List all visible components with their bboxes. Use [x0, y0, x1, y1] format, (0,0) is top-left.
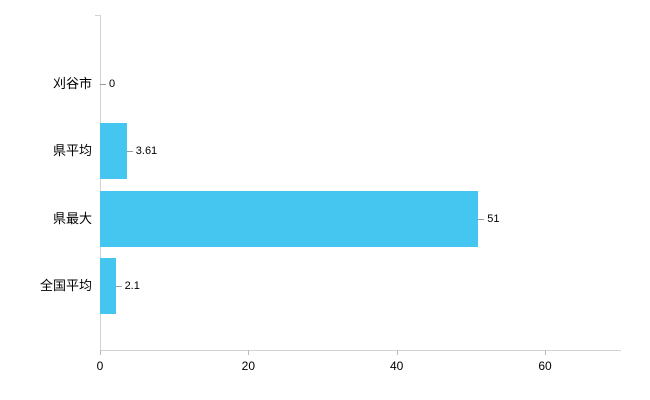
category-label: 全国平均	[39, 278, 92, 294]
value-label: 2.1	[124, 280, 140, 293]
value-leader-line	[126, 151, 133, 153]
category-label: 県最大	[52, 210, 92, 226]
x-axis-tick-label: 40	[389, 359, 404, 373]
value-leader-line	[100, 83, 106, 85]
x-axis-tick	[545, 350, 546, 355]
y-axis-top-tick	[95, 15, 101, 16]
category-label: 刈谷市	[52, 75, 92, 91]
bar	[100, 123, 127, 180]
category-label: 県平均	[52, 143, 92, 159]
x-axis-tick-label: 0	[96, 359, 104, 373]
x-axis-tick	[396, 350, 398, 355]
x-axis-tick-label: 60	[538, 359, 552, 373]
value-label: 0	[109, 77, 116, 90]
x-axis-line	[100, 350, 621, 351]
value-leader-line	[478, 218, 485, 220]
x-axis-tick-label: 20	[241, 359, 255, 373]
value-label: 51	[487, 212, 500, 225]
value-label: 3.61	[135, 145, 158, 158]
bar	[100, 190, 479, 247]
x-axis-tick	[100, 350, 101, 355]
bar	[100, 258, 116, 315]
value-leader-line	[115, 286, 122, 288]
y-axis-line	[100, 15, 101, 350]
x-axis-tick	[248, 350, 250, 355]
